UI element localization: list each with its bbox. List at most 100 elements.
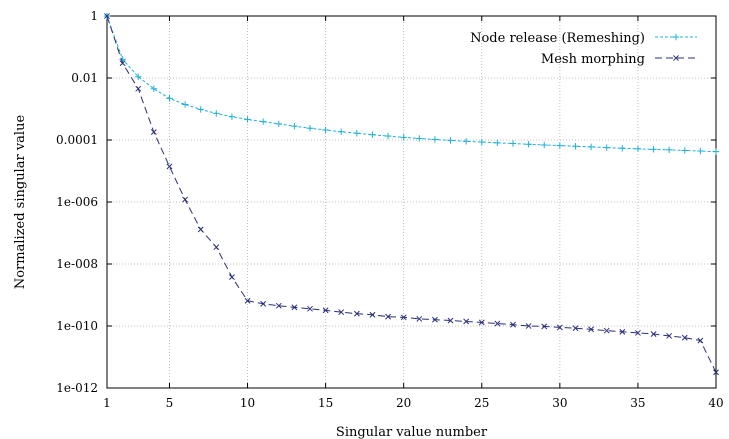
data-point	[603, 144, 610, 151]
series-line-0	[106, 15, 717, 153]
data-point	[416, 315, 423, 322]
data-point	[665, 146, 673, 154]
y-tick-label: 0.01	[71, 71, 98, 85]
data-point	[213, 244, 220, 251]
series-layer	[103, 12, 720, 376]
series-0	[103, 12, 720, 155]
data-point	[119, 60, 126, 67]
data-point	[166, 163, 173, 170]
data-point	[447, 317, 454, 324]
data-point	[213, 110, 220, 117]
data-point	[556, 324, 563, 331]
data-point	[228, 113, 236, 121]
data-point	[338, 309, 345, 316]
x-tick-label: 20	[396, 396, 411, 410]
data-point	[556, 142, 564, 149]
data-point	[525, 323, 532, 329]
data-point	[135, 85, 142, 92]
data-point	[385, 313, 391, 320]
data-point	[494, 320, 501, 327]
data-point	[306, 125, 314, 132]
data-point	[353, 310, 360, 317]
data-point	[369, 311, 376, 318]
data-point	[619, 328, 626, 335]
data-point	[634, 145, 642, 153]
data-point	[353, 130, 361, 137]
data-point	[525, 141, 532, 148]
data-point	[697, 147, 704, 155]
data-point	[291, 304, 298, 311]
data-point	[150, 85, 158, 92]
data-point	[463, 318, 470, 325]
data-point	[509, 140, 517, 147]
data-point	[181, 101, 189, 108]
legend-marker	[673, 55, 679, 61]
data-point	[260, 300, 267, 307]
data-point	[166, 95, 173, 102]
y-tick-label: 1e-008	[56, 257, 98, 271]
axis-ticks: 1 5 10 15 20 25 30 35 4010.010.00011e-0061e-0081…	[56, 9, 724, 410]
x-tick-label: 5	[166, 396, 174, 410]
data-point	[462, 138, 470, 145]
data-point	[697, 337, 704, 344]
data-point	[259, 118, 267, 125]
data-point	[478, 138, 485, 146]
data-point	[681, 147, 688, 154]
data-point	[666, 332, 673, 339]
y-axis-label: Normalized singular value	[13, 115, 28, 290]
data-point	[229, 274, 235, 280]
data-point	[541, 141, 548, 149]
y-tick-label: 1e-012	[56, 381, 98, 395]
data-point	[588, 326, 594, 333]
x-tick-label: 10	[240, 396, 255, 410]
data-point	[322, 126, 329, 134]
data-point	[603, 327, 610, 334]
data-point	[135, 73, 142, 80]
y-tick-label: 1e-006	[56, 195, 98, 209]
x-axis-label: Singular value number	[336, 425, 488, 439]
x-tick-label: 1	[103, 396, 111, 410]
data-point	[338, 128, 345, 135]
data-point	[587, 143, 595, 151]
data-point	[478, 319, 485, 326]
data-point	[400, 314, 407, 321]
x-tick-label: 35	[630, 396, 645, 410]
x-tick-label: 25	[474, 396, 489, 410]
data-point	[681, 334, 688, 341]
data-point	[384, 132, 392, 140]
data-point	[244, 297, 251, 304]
legend: Node release (Remeshing) Mesh morphing	[470, 31, 697, 67]
data-point	[713, 369, 719, 376]
data-point	[650, 331, 657, 337]
data-point	[150, 129, 157, 136]
data-point	[432, 316, 438, 323]
x-tick-label: 15	[318, 396, 333, 410]
data-point	[400, 134, 407, 141]
y-tick-label: 1	[90, 9, 98, 23]
data-point	[182, 196, 188, 203]
y-tick-label: 1e-010	[56, 319, 98, 333]
data-point	[447, 137, 454, 144]
data-point	[572, 143, 579, 150]
data-point	[197, 106, 204, 113]
data-point	[510, 321, 516, 328]
data-point	[119, 56, 126, 63]
legend-label-node-release: Node release (Remeshing)	[470, 31, 645, 46]
data-point	[650, 146, 657, 153]
x-tick-label: 40	[708, 396, 723, 410]
grid	[107, 16, 716, 388]
data-point	[431, 136, 439, 143]
data-point	[307, 305, 313, 312]
series-line-1	[106, 15, 717, 373]
data-point	[416, 135, 423, 142]
data-point	[322, 307, 329, 314]
x-tick-label: 30	[552, 396, 567, 410]
data-point	[275, 302, 282, 309]
data-point	[541, 323, 548, 330]
data-point	[712, 148, 720, 155]
data-point	[244, 116, 251, 123]
data-point	[291, 122, 298, 130]
data-point	[275, 120, 282, 128]
data-point	[635, 329, 641, 336]
